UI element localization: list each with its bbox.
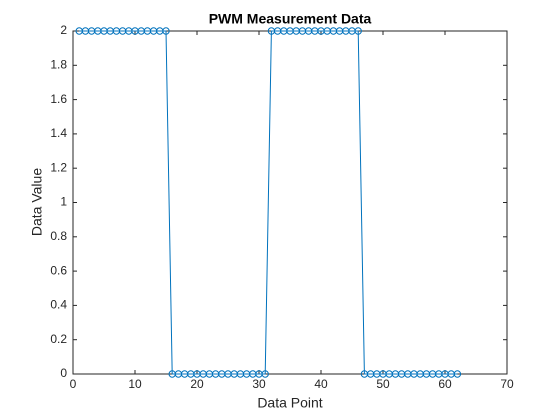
- x-tick-label: 0: [70, 377, 77, 391]
- plot-area: [73, 31, 507, 374]
- y-tick-label: 1.2: [50, 160, 67, 174]
- y-tick-label: 2: [60, 23, 67, 37]
- y-tick-label: 1.6: [50, 92, 67, 106]
- chart-title: PWM Measurement Data: [209, 11, 372, 27]
- x-axis-label: Data Point: [257, 395, 322, 411]
- x-tick-label: 40: [314, 377, 328, 391]
- y-tick-label: 0.4: [50, 298, 67, 312]
- data-marker: [453, 370, 462, 378]
- y-axis-label: Data Value: [29, 168, 45, 236]
- data-marker: [261, 370, 269, 378]
- y-tick-label: 1: [60, 195, 67, 209]
- y-tick-label: 0.8: [50, 229, 67, 243]
- data-marker: [354, 27, 362, 35]
- y-tick-label: 1.4: [50, 126, 67, 140]
- y-tick-label: 0: [60, 366, 67, 380]
- y-tick-label: 0.2: [50, 332, 67, 346]
- data-line: [79, 30, 458, 375]
- x-tick-label: 20: [190, 377, 204, 391]
- data-marker: [162, 27, 170, 35]
- x-tick-label: 70: [500, 377, 514, 391]
- y-tick-label: 1.8: [50, 57, 67, 71]
- x-tick-label: 30: [252, 377, 266, 391]
- y-tick-label: 0.6: [50, 263, 67, 277]
- x-tick-label: 10: [128, 377, 142, 391]
- x-tick-label: 60: [438, 377, 452, 391]
- x-tick-label: 50: [376, 377, 390, 391]
